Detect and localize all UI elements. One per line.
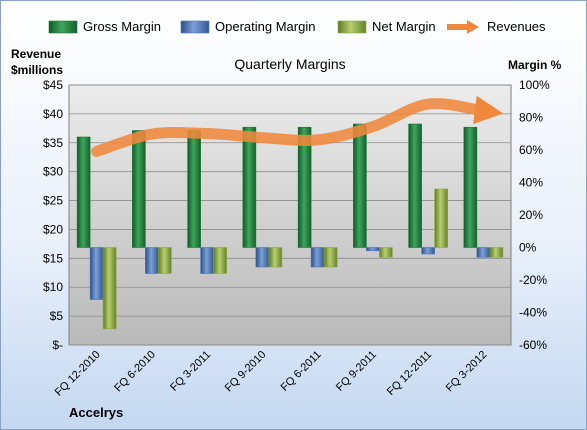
left-axis-title-line1: Revenue: [11, 47, 61, 61]
left-tick-label: $-: [52, 338, 63, 352]
category-label: FQ 12-2011: [385, 349, 434, 398]
revenue-line: [91, 95, 504, 157]
legend-label: Operating Margin: [215, 19, 315, 34]
legend-swatch-gross-margin: [48, 20, 78, 34]
company-name: Accelrys: [69, 405, 123, 420]
bar-net-margin: [489, 247, 504, 258]
left-tick-label: $20: [43, 222, 63, 236]
bar-net-margin: [323, 247, 338, 268]
category-label: FQ 6-2011: [279, 349, 324, 394]
left-tick-label: $25: [43, 194, 63, 208]
left-tick-label: $45: [43, 78, 63, 92]
right-tick-label: 80%: [519, 111, 543, 125]
left-axis-title-line2: $millions: [11, 63, 63, 77]
legend-swatch-operating-margin: [180, 20, 210, 34]
left-tick-label: $10: [43, 280, 63, 294]
left-tick-label: $35: [43, 136, 63, 150]
bar-operating-margin: [421, 247, 435, 255]
category-label: FQ 12-2010: [53, 349, 103, 399]
bar-net-margin: [379, 247, 393, 258]
legend-arrow-icon: [467, 20, 479, 34]
right-tick-label: 0%: [519, 241, 537, 255]
bar-operating-margin: [145, 247, 159, 274]
bar-operating-margin: [310, 247, 325, 268]
category-label: FQ 3-2012: [444, 349, 490, 395]
bar-operating-margin: [89, 247, 104, 300]
bar-gross-margin: [132, 130, 146, 248]
category-label: FQ 6-2010: [112, 349, 158, 395]
left-tick-label: $5: [50, 309, 64, 323]
bar-gross-margin: [297, 126, 312, 248]
bar-net-margin: [434, 188, 448, 248]
category-label: FQ 9-2010: [223, 349, 269, 395]
legend-label: Net Margin: [372, 19, 436, 34]
bar-net-margin: [268, 247, 283, 268]
right-tick-label: 60%: [519, 143, 543, 157]
right-tick-label: -20%: [519, 273, 547, 287]
right-tick-label: 40%: [519, 176, 543, 190]
bar-operating-margin: [255, 247, 270, 268]
legend-label: Revenues: [487, 19, 546, 34]
bar-net-margin: [102, 247, 117, 330]
bar-operating-margin: [366, 247, 380, 252]
right-tick-label: -40%: [519, 306, 547, 320]
right-axis-title: Margin %: [508, 58, 562, 72]
left-tick-label: $40: [43, 107, 63, 121]
left-tick-label: $15: [43, 251, 63, 265]
right-tick-label: 20%: [519, 208, 543, 222]
bar-gross-margin: [242, 126, 257, 248]
right-tick-label: 100%: [519, 78, 550, 92]
bar-gross-margin: [76, 136, 91, 248]
bar-gross-margin: [463, 126, 478, 248]
bar-net-margin: [213, 247, 227, 274]
category-label: FQ 9-2011: [334, 349, 379, 394]
right-tick-label: -60%: [519, 338, 547, 352]
bar-gross-margin: [353, 123, 367, 248]
category-label: FQ 3-2011: [168, 349, 213, 394]
chart-title: Quarterly Margins: [234, 56, 345, 72]
legend-label: Gross Margin: [83, 19, 161, 34]
bar-gross-margin: [187, 130, 201, 248]
bar-net-margin: [158, 247, 172, 274]
left-tick-label: $30: [43, 165, 63, 179]
legend-swatch-net-margin: [337, 20, 367, 34]
bar-operating-margin: [476, 247, 491, 258]
bar-operating-margin: [200, 247, 214, 274]
bar-gross-margin: [408, 123, 422, 248]
